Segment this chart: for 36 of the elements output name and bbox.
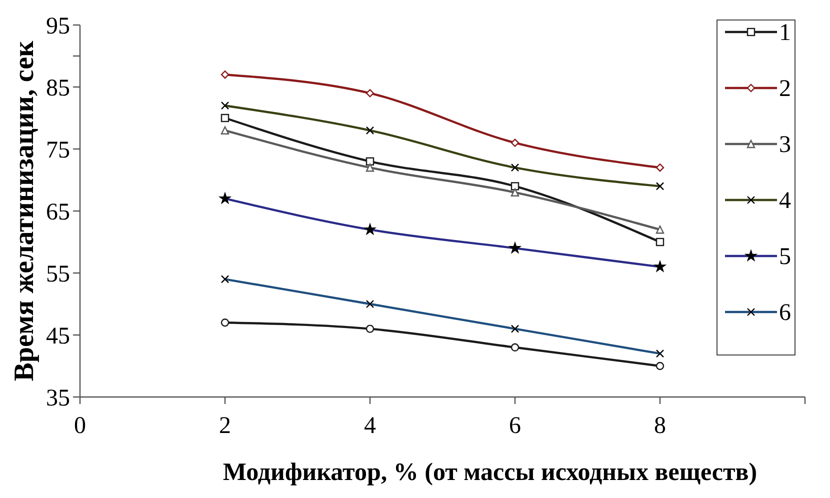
point bbox=[510, 188, 520, 196]
point bbox=[510, 138, 520, 147]
point bbox=[366, 89, 374, 98]
point bbox=[656, 226, 664, 234]
point bbox=[366, 164, 374, 172]
x-tick-label: 0 bbox=[74, 413, 86, 439]
point bbox=[510, 343, 520, 352]
legend-label: 5 bbox=[779, 244, 791, 270]
point bbox=[656, 362, 664, 370]
point bbox=[220, 318, 230, 327]
legend-label: 6 bbox=[779, 300, 791, 326]
y-tick-label: 55 bbox=[46, 261, 70, 288]
x-tick-label: 2 bbox=[219, 413, 231, 439]
point bbox=[220, 70, 230, 79]
y-tick-label: 75 bbox=[46, 137, 70, 164]
point bbox=[220, 114, 230, 122]
point bbox=[656, 164, 664, 172]
legend-label: 4 bbox=[779, 188, 791, 214]
x-tick-label: 4 bbox=[364, 413, 376, 439]
legend-label: 2 bbox=[779, 76, 791, 102]
y-tick-label: 95 bbox=[46, 13, 70, 40]
y-tick-label: 45 bbox=[46, 323, 70, 350]
y-tick-label: 85 bbox=[46, 75, 70, 102]
point bbox=[366, 157, 374, 166]
point bbox=[656, 238, 664, 246]
legend-label: 3 bbox=[779, 132, 791, 158]
point bbox=[366, 324, 374, 333]
legend-label: 1 bbox=[779, 20, 791, 46]
x-tick-label: 6 bbox=[509, 413, 521, 439]
y-tick-label: 35 bbox=[46, 385, 70, 412]
x-tick-label: 8 bbox=[654, 413, 666, 439]
y-axis-title: Время желатинизации, сек bbox=[9, 40, 40, 382]
x-axis-title: Модификатор, % (от массы исходных веществ) bbox=[222, 459, 758, 486]
point bbox=[510, 182, 520, 190]
y-tick-label: 65 bbox=[46, 199, 70, 226]
point bbox=[220, 126, 230, 134]
